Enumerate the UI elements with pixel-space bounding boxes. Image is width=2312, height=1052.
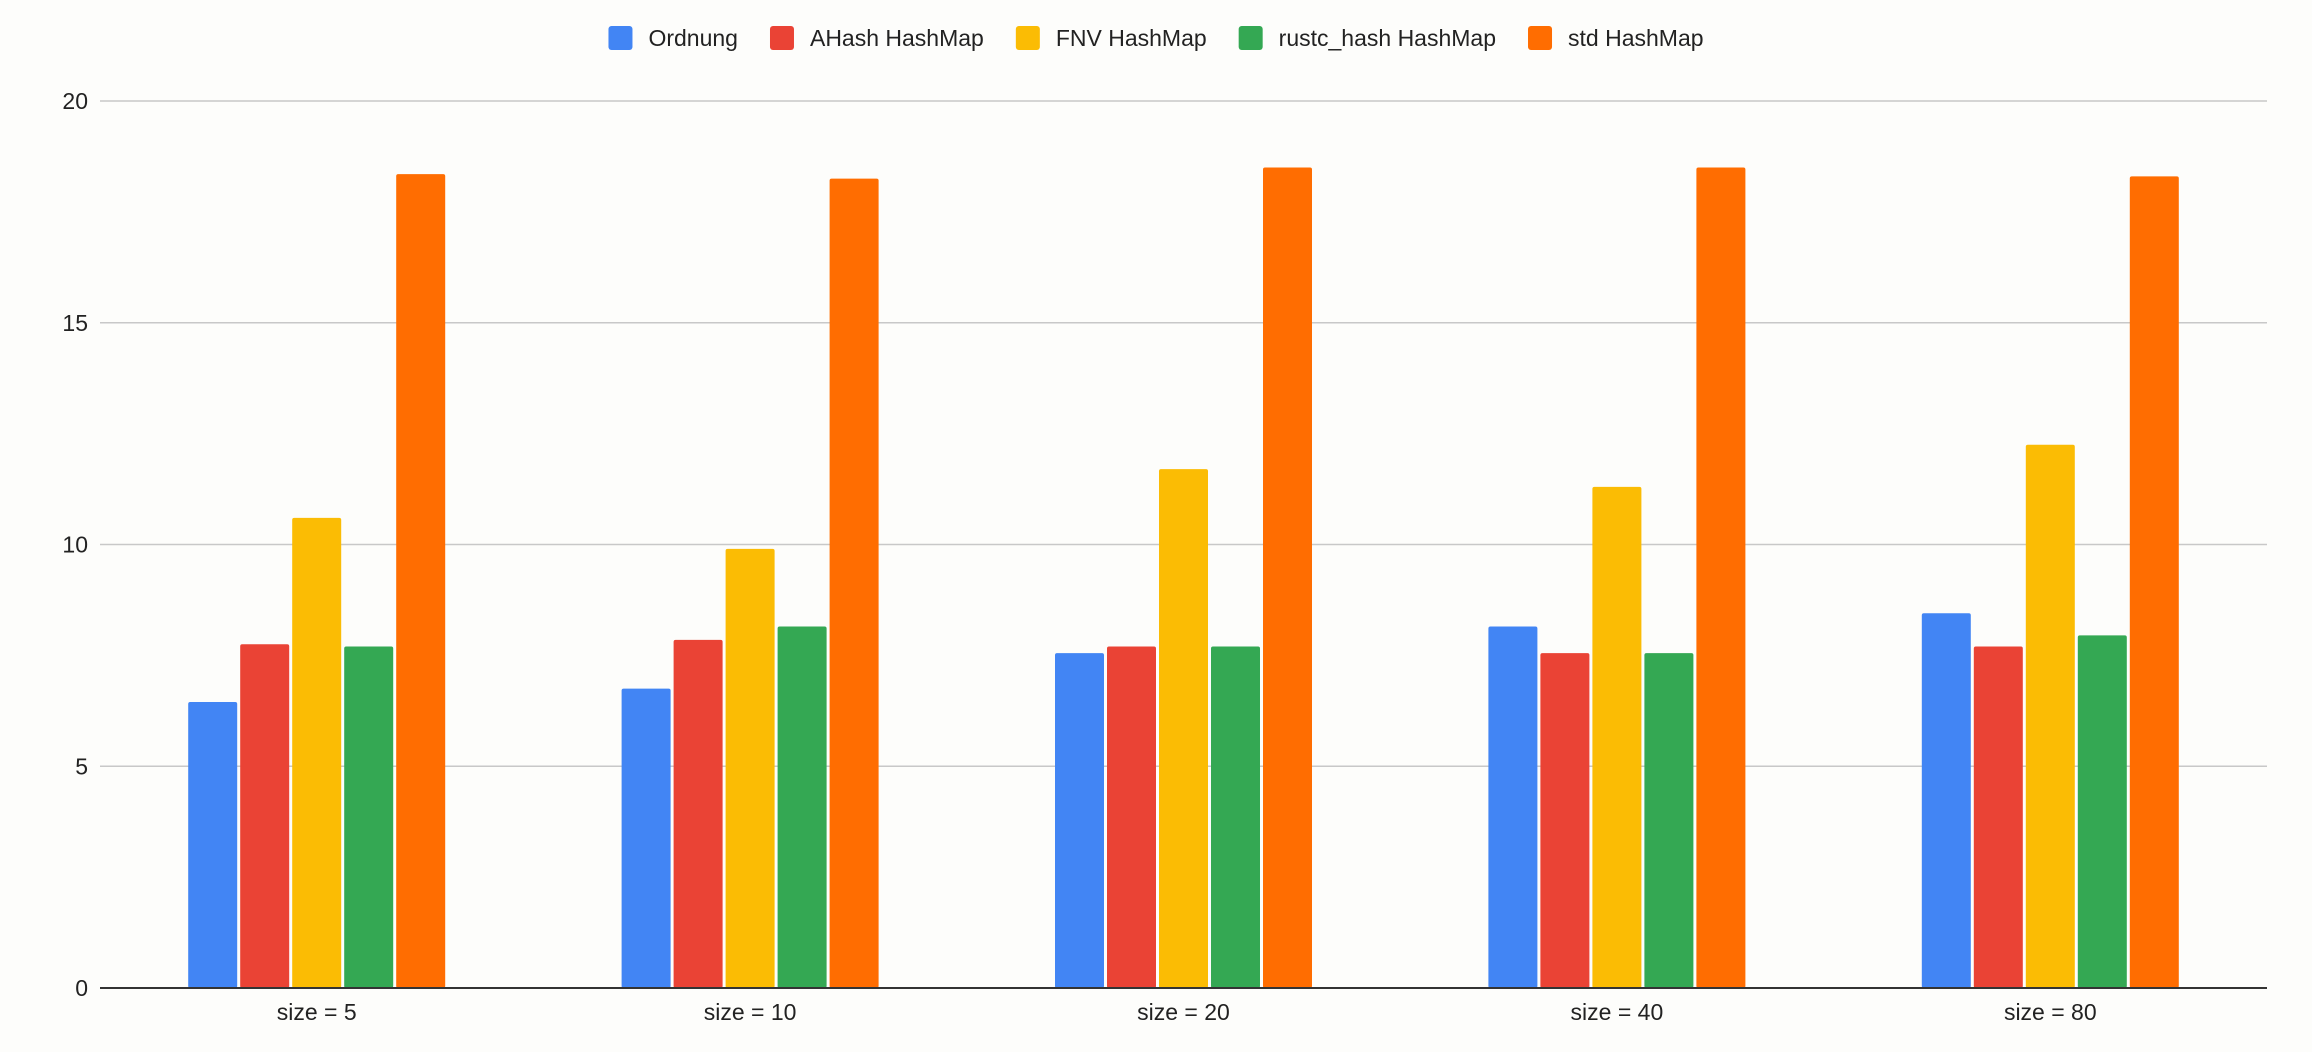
legend-label: FNV HashMap (1056, 25, 1207, 51)
bar-ahash-hashmap-3[interactable]: AHash HashMap — size = 20: 7.7 (1107, 646, 1156, 988)
bar-ahash-hashmap-5[interactable]: AHash HashMap — size = 80: 7.7 (1973, 646, 2023, 988)
legend-swatch (769, 26, 794, 50)
legend[interactable]: Ordnung AHash HashMap FNV HashMap rustc_has… (608, 25, 1704, 51)
bar-ordnung-4[interactable]: Ordnung — size = 40: 8.15 (1488, 626, 1538, 988)
legend-swatch (1528, 26, 1553, 50)
legend-label: std HashMap (1568, 25, 1704, 51)
bar-ahash-hashmap-2[interactable]: AHash HashMap — size = 10: 7.85 (673, 639, 723, 988)
bar-std-hashmap-2[interactable]: std HashMap — size = 10: 18.25 (829, 178, 879, 989)
bar-std-hashmap-1[interactable]: std HashMap — size = 5: 18.35 (396, 174, 446, 989)
bar-ordnung-5[interactable]: Ordnung — size = 80: 8.45 (1921, 613, 1971, 988)
bar-rustc-hash-hashmap-5[interactable]: rustc_hash HashMap — size = 80: 7.95 (2077, 635, 2127, 988)
bar-fnv-hashmap-1[interactable]: FNV HashMap — size = 5: 10.6 (292, 517, 342, 988)
bars: Ordnung — size = 5: 6.45AHash HashMap — … (188, 167, 2179, 989)
legend-label: rustc_hash HashMap (1279, 25, 1496, 51)
bar-rustc-hash-hashmap-4[interactable]: rustc_hash HashMap — size = 40: 7.55 (1644, 653, 1694, 988)
legend-item-ahash-hashmap[interactable]: AHash HashMap (769, 25, 984, 51)
axes: 0 5 10 15 20 size = 5 size = 10 size = 20 size =… (62, 88, 2267, 1025)
bar-rustc-hash-hashmap-2[interactable]: rustc_hash HashMap — size = 10: 8.15 (777, 626, 827, 988)
bar-rustc-hash-hashmap-1[interactable]: rustc_hash HashMap — size = 5: 7.7 (344, 646, 394, 988)
bar-rustc-hash-hashmap-3[interactable]: rustc_hash HashMap — size = 20: 7.7 (1211, 646, 1260, 988)
y-tick-label: 20 (62, 88, 88, 114)
legend-item-fnv-hashmap[interactable]: FNV HashMap (1015, 25, 1207, 51)
legend-label: Ordnung (648, 25, 738, 51)
bar-ahash-hashmap-4[interactable]: AHash HashMap — size = 40: 7.55 (1540, 653, 1590, 988)
x-tick-label: size = 40 (1571, 999, 1664, 1025)
legend-swatch (1015, 26, 1040, 50)
x-tick-label: size = 80 (2004, 999, 2097, 1025)
x-tick-label: size = 20 (1137, 999, 1230, 1025)
bar-ordnung-3[interactable]: Ordnung — size = 20: 7.55 (1055, 653, 1104, 988)
bar-fnv-hashmap-2[interactable]: FNV HashMap — size = 10: 9.9 (725, 548, 775, 988)
bar-std-hashmap-4[interactable]: std HashMap — size = 40: 18.5 (1696, 167, 1746, 988)
bar-fnv-hashmap-4[interactable]: FNV HashMap — size = 40: 11.3 (1592, 486, 1642, 988)
y-tick-label: 5 (75, 753, 88, 779)
x-tick-label: size = 10 (704, 999, 797, 1025)
bar-ordnung-2[interactable]: Ordnung — size = 10: 6.75 (621, 688, 671, 988)
legend-item-rustc-hash-hashmap[interactable]: rustc_hash HashMap (1238, 25, 1496, 51)
bar-ordnung-1[interactable]: Ordnung — size = 5: 6.45 (188, 701, 238, 988)
legend-swatch (608, 26, 633, 50)
y-tick-label: 0 (75, 975, 88, 1001)
legend-label: AHash HashMap (810, 25, 984, 51)
bar-std-hashmap-3[interactable]: std HashMap — size = 20: 18.5 (1263, 167, 1312, 988)
bar-std-hashmap-5[interactable]: std HashMap — size = 80: 18.3 (2129, 176, 2179, 988)
legend-swatch (1238, 26, 1263, 50)
bar-fnv-hashmap-5[interactable]: FNV HashMap — size = 80: 12.25 (2025, 444, 2075, 988)
bar-fnv-hashmap-3[interactable]: FNV HashMap — size = 20: 11.7 (1159, 469, 1208, 989)
y-tick-label: 10 (62, 532, 88, 558)
y-tick-label: 15 (62, 310, 88, 336)
x-tick-label: size = 5 (277, 999, 357, 1025)
legend-item-std-hashmap[interactable]: std HashMap (1528, 25, 1704, 51)
bar-ahash-hashmap-1[interactable]: AHash HashMap — size = 5: 7.75 (240, 644, 290, 988)
legend-item-ordnung[interactable]: Ordnung (608, 25, 738, 51)
